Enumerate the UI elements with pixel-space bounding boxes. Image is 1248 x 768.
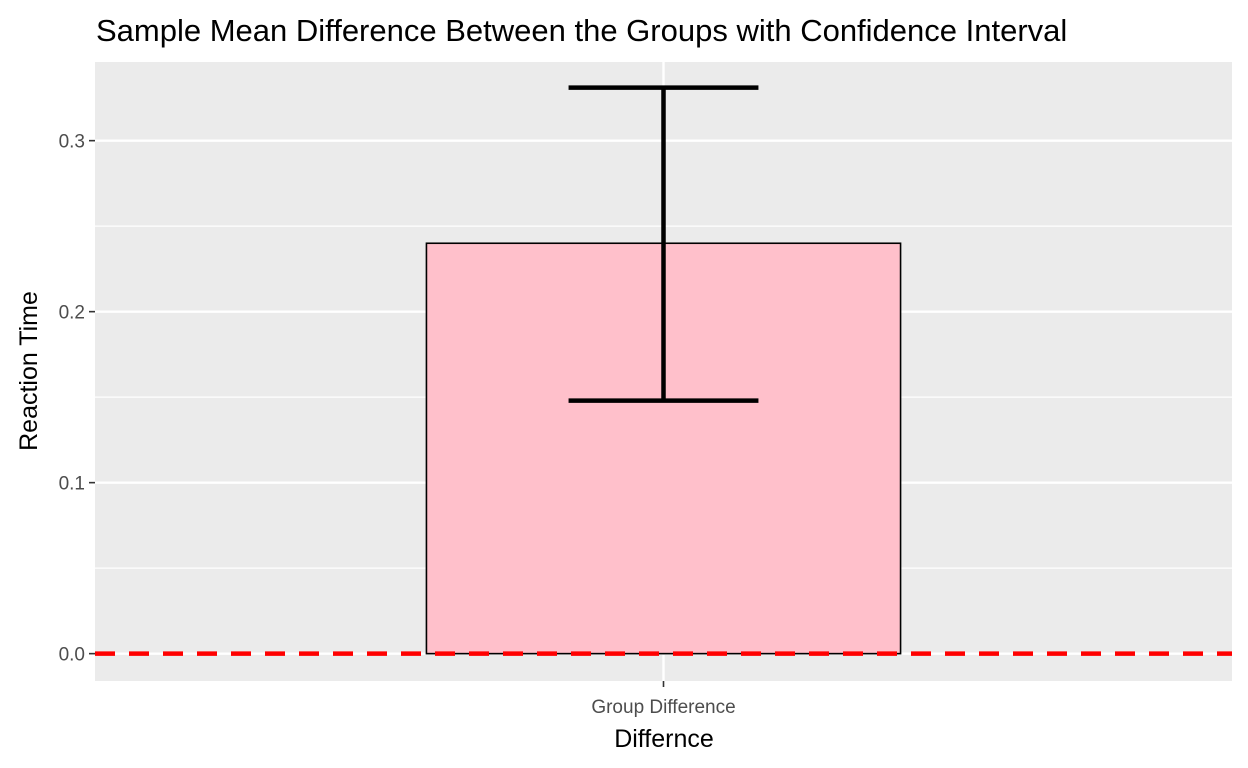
- x-tick-label: Group Difference: [591, 697, 735, 718]
- y-axis-ticks: 0.0 0.1 0.2 0.3: [59, 132, 95, 666]
- error-bars: [568, 85, 759, 403]
- x-axis-title: Differnce: [614, 725, 714, 753]
- y-axis-title: Reaction Time: [15, 291, 43, 451]
- x-axis-ticks: Group Difference: [591, 681, 736, 718]
- y-tick-label: 0.2: [59, 303, 85, 324]
- y-tick-label: 0.1: [59, 474, 85, 495]
- y-tick-label: 0.3: [59, 132, 85, 153]
- y-tick-label: 0.0: [59, 645, 85, 666]
- chart-title: Sample Mean Difference Between the Group…: [96, 13, 1067, 48]
